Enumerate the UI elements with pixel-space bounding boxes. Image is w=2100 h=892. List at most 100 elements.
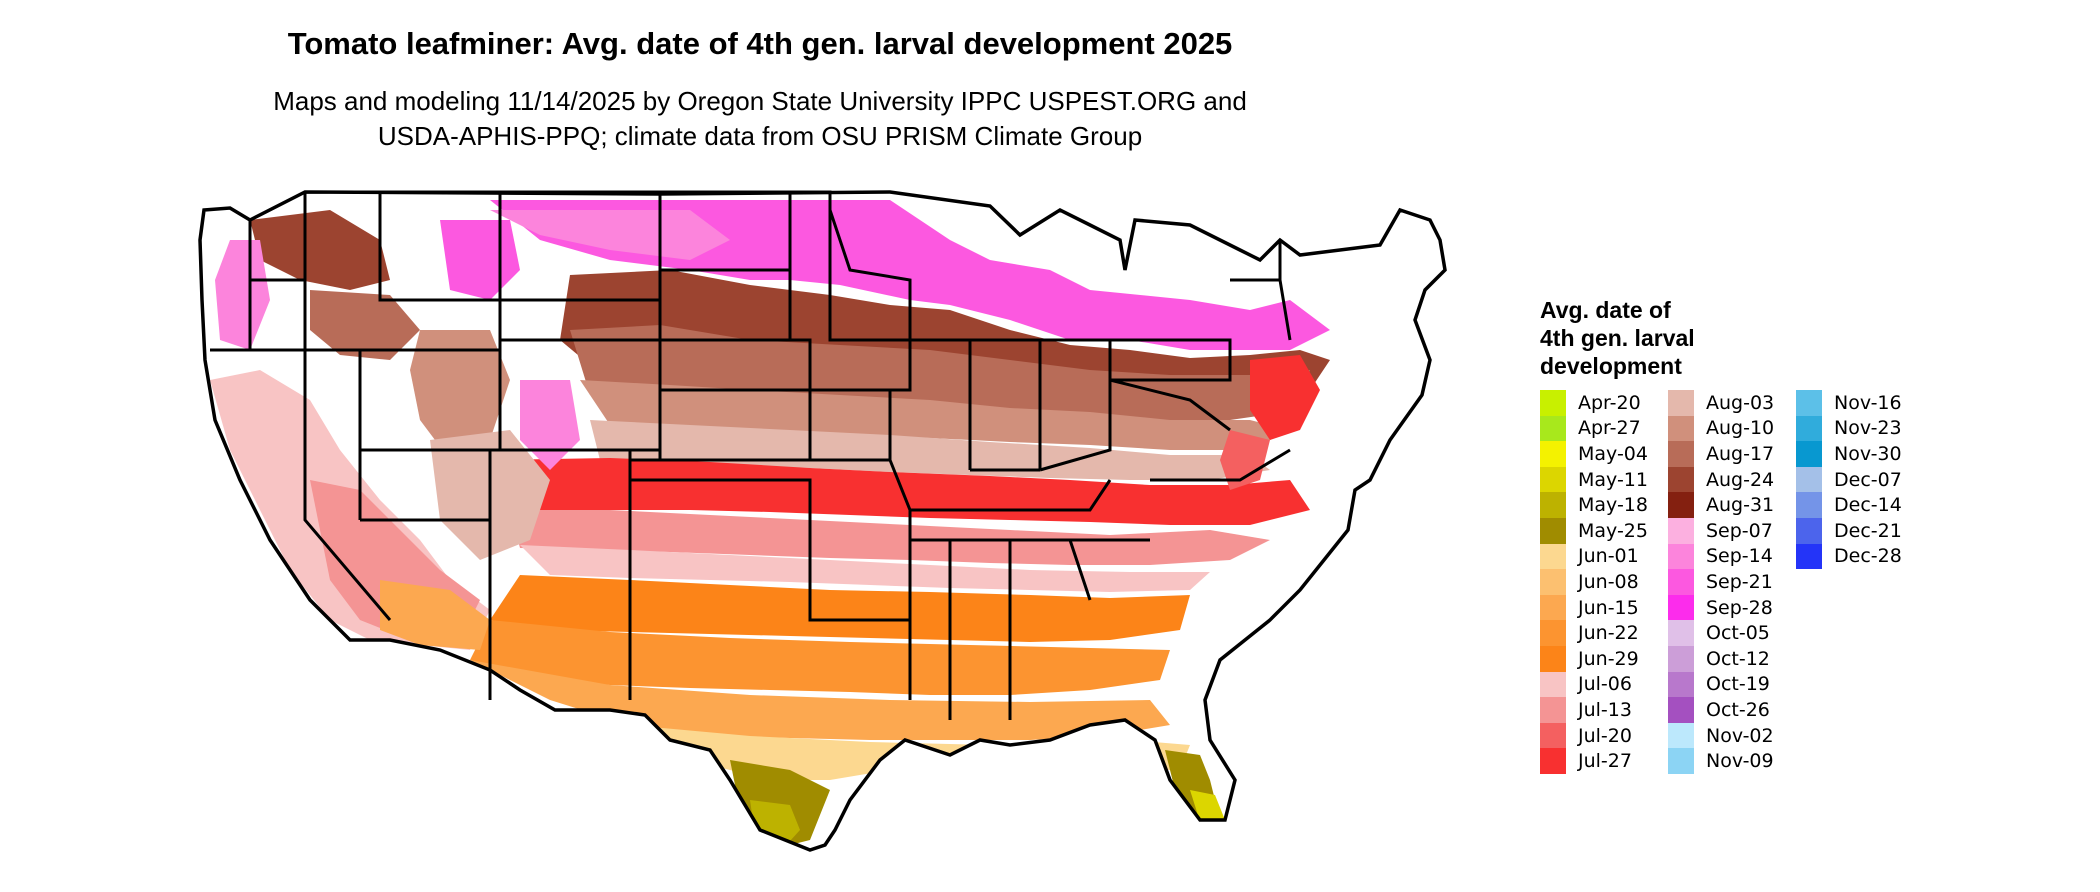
legend-label: Dec-21 xyxy=(1834,519,1902,542)
legend-label: Jul-27 xyxy=(1578,750,1632,773)
legend-label: Aug-03 xyxy=(1706,391,1775,414)
legend-label: Jun-22 xyxy=(1578,622,1639,645)
legend-item: Jun-22 xyxy=(1540,620,1639,646)
legend-swatch xyxy=(1540,441,1566,467)
legend-label: Jun-08 xyxy=(1578,570,1639,593)
legend-item: Jul-20 xyxy=(1540,722,1632,749)
legend-swatch xyxy=(1540,492,1566,518)
legend-item: Aug-10 xyxy=(1668,415,1774,442)
legend-item: May-18 xyxy=(1540,492,1648,518)
legend-swatch xyxy=(1540,697,1566,723)
legend-swatch xyxy=(1796,543,1822,570)
legend-label: Jul-20 xyxy=(1578,724,1632,747)
legend-swatch xyxy=(1668,671,1694,698)
legend-label: Oct-19 xyxy=(1706,673,1770,696)
legend-swatch xyxy=(1668,646,1694,672)
legend-item: May-25 xyxy=(1540,518,1648,544)
legend-swatch xyxy=(1540,543,1566,570)
legend-swatch xyxy=(1668,518,1694,544)
legend-label: Sep-21 xyxy=(1706,570,1773,593)
legend-swatch xyxy=(1668,415,1694,442)
legend-swatch xyxy=(1540,594,1566,621)
legend-swatch xyxy=(1796,441,1822,467)
legend-label: May-25 xyxy=(1578,519,1648,542)
legend-grid: Apr-20 Apr-27 May-04 May-11 May-18 May-25 Jun-… xyxy=(1540,390,2080,870)
legend-label: Jun-01 xyxy=(1578,545,1639,568)
legend-label: May-11 xyxy=(1578,468,1648,491)
legend-label: Sep-28 xyxy=(1706,596,1773,619)
legend-swatch xyxy=(1796,390,1822,416)
legend-item: Apr-27 xyxy=(1540,415,1641,442)
legend-label: Oct-26 xyxy=(1706,698,1770,721)
legend-label: Nov-02 xyxy=(1706,724,1774,747)
legend-swatch xyxy=(1668,466,1694,493)
legend-item: Sep-07 xyxy=(1668,518,1773,544)
legend-item: Aug-03 xyxy=(1668,390,1774,416)
legend-label: Jun-29 xyxy=(1578,647,1639,670)
legend-swatch xyxy=(1540,671,1566,698)
legend-label: Sep-07 xyxy=(1706,519,1773,542)
legend-item: Oct-19 xyxy=(1668,671,1770,698)
legend-item: Nov-30 xyxy=(1796,441,1902,467)
legend-swatch xyxy=(1668,569,1694,595)
legend-swatch xyxy=(1540,722,1566,749)
legend-label: Apr-27 xyxy=(1578,417,1641,440)
legend-item: Sep-28 xyxy=(1668,594,1773,621)
map-fill-layer xyxy=(200,192,1445,850)
legend-swatch xyxy=(1540,748,1566,774)
legend-swatch xyxy=(1668,748,1694,774)
legend-item: Oct-26 xyxy=(1668,697,1770,723)
legend-item: Jun-08 xyxy=(1540,569,1639,595)
legend-label: Oct-12 xyxy=(1706,647,1770,670)
legend-label: Dec-28 xyxy=(1834,545,1902,568)
legend-swatch xyxy=(1540,569,1566,595)
legend-label: Nov-30 xyxy=(1834,442,1902,465)
legend-swatch xyxy=(1540,620,1566,646)
legend-item: Nov-09 xyxy=(1668,748,1774,774)
legend-item: Dec-28 xyxy=(1796,543,1902,570)
legend-swatch xyxy=(1796,518,1822,544)
legend-label: Aug-17 xyxy=(1706,442,1775,465)
legend-label: Apr-20 xyxy=(1578,391,1641,414)
legend-item: Nov-23 xyxy=(1796,415,1902,442)
legend-item: Jul-13 xyxy=(1540,697,1632,723)
legend-item: Nov-16 xyxy=(1796,390,1902,416)
legend-label: Dec-07 xyxy=(1834,468,1902,491)
legend-item: Jul-27 xyxy=(1540,748,1632,774)
legend-swatch xyxy=(1540,390,1566,416)
legend-label: Nov-09 xyxy=(1706,750,1774,773)
legend-item: Jun-15 xyxy=(1540,594,1639,621)
legend-label: Jul-06 xyxy=(1578,673,1632,696)
legend: Avg. date of 4th gen. larval development… xyxy=(1540,296,2080,870)
legend-swatch xyxy=(1796,415,1822,442)
legend-item: Sep-14 xyxy=(1668,543,1773,570)
legend-title-line-2: 4th gen. larval xyxy=(1540,325,1695,351)
legend-title-line-1: Avg. date of xyxy=(1540,297,1671,323)
legend-swatch xyxy=(1796,466,1822,493)
legend-swatch xyxy=(1540,415,1566,442)
legend-label: Sep-14 xyxy=(1706,545,1773,568)
legend-label: Jun-15 xyxy=(1578,596,1639,619)
legend-label: Jul-13 xyxy=(1578,698,1632,721)
legend-swatch xyxy=(1668,620,1694,646)
legend-swatch xyxy=(1668,492,1694,518)
legend-swatch xyxy=(1668,722,1694,749)
legend-swatch xyxy=(1668,390,1694,416)
legend-item: Nov-02 xyxy=(1668,722,1774,749)
legend-label: Aug-31 xyxy=(1706,494,1775,517)
legend-label: Aug-24 xyxy=(1706,468,1775,491)
legend-item: Jun-01 xyxy=(1540,543,1639,570)
legend-item: May-04 xyxy=(1540,441,1648,467)
legend-item: Aug-17 xyxy=(1668,441,1774,467)
legend-label: Oct-05 xyxy=(1706,622,1770,645)
us-map-svg xyxy=(198,190,1447,852)
legend-label: Dec-14 xyxy=(1834,494,1902,517)
legend-item: Jun-29 xyxy=(1540,646,1639,672)
legend-item: Aug-24 xyxy=(1668,466,1775,493)
legend-item: Dec-14 xyxy=(1796,492,1902,518)
legend-title-line-3: development xyxy=(1540,353,1682,379)
legend-label: May-04 xyxy=(1578,442,1648,465)
map-title: Tomato leafminer: Avg. date of 4th gen. … xyxy=(287,26,1233,61)
legend-item: Dec-21 xyxy=(1796,518,1902,544)
legend-swatch xyxy=(1540,646,1566,672)
